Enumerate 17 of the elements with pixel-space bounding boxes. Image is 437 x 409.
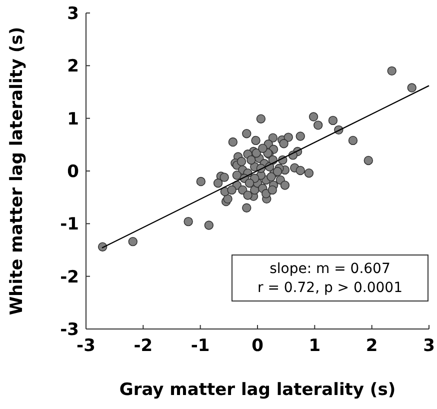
x-tick-label: 3	[423, 336, 435, 356]
x-tick-label: 2	[366, 336, 378, 356]
y-tick-label: -2	[60, 267, 79, 288]
y-tick-label: -3	[60, 320, 79, 340]
x-tick-label: -2	[134, 336, 153, 356]
annotation: r = 0.72, p > 0.0001	[258, 280, 402, 296]
annotation: slope: m = 0.607	[270, 261, 390, 277]
x-tick-label: -1	[190, 336, 210, 356]
x-tick-label: 1	[308, 336, 321, 356]
y-tick-label: 2	[67, 56, 79, 77]
y-tick-label: 3	[67, 4, 79, 24]
x-tick-label: 0	[252, 336, 264, 356]
y-tick-label: -1	[60, 214, 79, 235]
y-tick-label: 0	[67, 162, 80, 182]
y-tick-label: 1	[67, 109, 79, 130]
y-axis-title: White matter lag laterality (s)	[7, 26, 27, 316]
x-axis-title: Gray matter lag laterality (s)	[119, 380, 396, 400]
